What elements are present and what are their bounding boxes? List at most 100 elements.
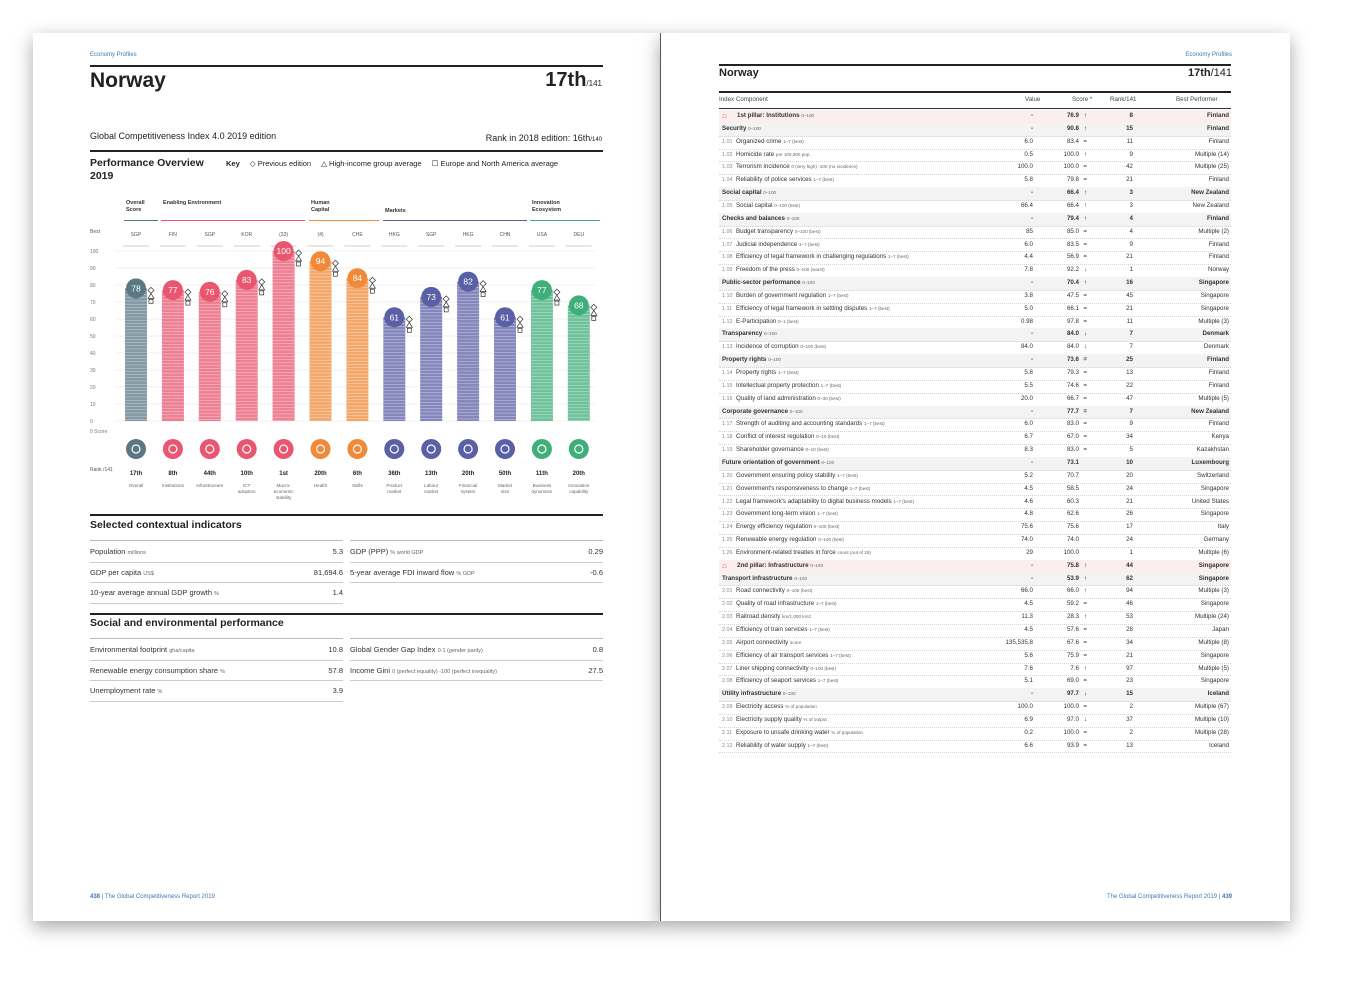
row-name: Exposure to unsafe drinking water % of p… [736,728,863,736]
row-name: Corporate governance 0–100 [722,407,803,415]
row-trend: = [1083,728,1087,736]
subpillar-row: Corporate governance 0–100 - 77.7 = 7 New Zea… [719,405,1231,420]
col-value: Value [1025,96,1041,103]
row-trend: = [1083,626,1087,633]
left-page: Economy Profiles Norway 17th/141 Global … [33,33,660,921]
axis-tick-label: 0 [90,419,93,425]
row-score: 28.3 [1066,613,1079,621]
key-europe: ☐ Europe and North America average [431,159,559,168]
row-rank: 47 [1126,394,1133,402]
row-rank: 53 [1126,613,1133,621]
row-score: 100.0 [1063,163,1079,171]
row-best-performer: Switzerland [1197,471,1229,479]
row-name: Intellectual property protection 1–7 (be… [736,381,842,389]
row-code: 1.14 [722,370,733,376]
key-high-income: △ High-income group average [321,159,422,168]
indicator-row: Unemployment rate % 3.9 [90,681,343,702]
row-trend: = [1083,356,1087,364]
row-best-performer: Multiple (28) [1194,728,1229,736]
skills-icon [347,439,368,459]
icon-glyph [279,444,289,454]
row-name: Government long-term vision 1–7 (best) [736,510,838,518]
column-code: SGP [426,232,437,238]
row-trend: = [1083,638,1087,646]
row-score: 73.1 [1066,458,1079,466]
row-best-performer: Denmark [1202,330,1229,338]
pillar-icon: ⌂ [722,560,727,570]
high-income-marker [147,292,155,299]
pillar-rank: 11th [536,471,548,477]
key-previous-edition: ◇ Previous edition [249,159,312,168]
score-bubble [458,271,479,292]
icon-glyph [352,444,362,454]
high-income-marker [442,301,450,308]
pillar-bar [272,251,295,421]
row-trend: ↓ [1083,343,1087,351]
row-value: - [1030,124,1033,132]
row-rank: 13 [1126,369,1133,376]
row-score: 60.3 [1066,497,1079,505]
row-value: 4.8 [1024,510,1033,518]
row-name: Airport connectivity score [736,638,802,646]
pillar-rank: 20th [462,471,475,477]
table-row: 1.03 Terrorism incidence 0 (very high) -1… [719,161,1231,176]
table-row: 2.09 Electricity access % of population 10… [719,701,1231,715]
row-best-performer: Kenya [1211,433,1229,441]
row-value: - [1030,112,1033,119]
row-score: 100.0 [1063,728,1079,736]
row-trend: = [1083,703,1087,711]
row-name: Liner shipping connectivity 0–100 (best) [736,664,837,672]
indicator-label: Income Gini 0 (perfect equality) -100 (p… [350,665,497,675]
row-score: 93.9 [1066,741,1079,749]
high-income-marker [590,309,598,316]
icon-glyph [168,444,178,454]
row-code: 1.01 [722,138,733,145]
footer-left: 438 | The Global Competitiveness Report … [90,894,215,900]
row-value: 66.4 [1020,201,1033,209]
row-name: Budget transparency 0–100 (best) [736,227,821,235]
score-axis-label: 0 Score [90,429,107,435]
row-trend: ↑ [1083,189,1087,197]
row-name: Incidence of corruption 0–100 (best) [736,343,827,351]
rank-row-label: Rank /141 [90,467,113,473]
pillar-rank: 36th [388,471,401,477]
row-value: 4.5 [1024,600,1033,608]
row-score: 84.0 [1066,330,1079,338]
row-value: 84.0 [1020,343,1033,351]
row-best-performer: Multiple (5) [1198,664,1229,672]
row-trend: = [1083,227,1087,235]
table-row: 2.01 Road connectivity 0–100 (best) 66.0 66… [719,585,1231,600]
score-bubble [347,268,368,289]
column-code: KOR [241,232,252,238]
column-code: (4) [317,232,323,238]
table-row: 1.09 Freedom of the press 0–100 (worst) 7.… [719,264,1231,279]
row-best-performer: Italy [1217,523,1229,531]
row-code: 1.26 [722,549,733,556]
indicator-row: Global Gender Gap Index 0-1 (gender pari… [350,640,603,661]
table-row: 1.24 Energy efficiency regulation 0–100 (… [719,521,1231,536]
axis-tick-label: 60 [90,317,96,323]
table-row: 2.11 Exposure to unsafe drinking water % … [719,727,1231,741]
row-value: 100.0 [1017,703,1033,711]
col-score: Score * [1072,96,1093,103]
europe-marker [406,327,412,333]
pillar-name: stability [276,495,292,500]
row-name: Judicial independence 1–7 (best) [736,240,820,248]
row-best-performer: Finland [1208,176,1229,184]
row-score: 79.4 [1066,214,1079,222]
row-best-performer: Denmark [1203,343,1229,351]
row-code: 1.15 [722,382,733,389]
row-best-performer: New Zealand [1192,201,1229,209]
row-name: Legal framework's adaptability to digita… [736,497,915,505]
row-rank: 34 [1126,433,1133,441]
row-name: Freedom of the press 0–100 (worst) [736,266,825,274]
group-enabling-label: Enabling Environment [163,200,222,206]
indicator-value: 10.8 [328,645,343,654]
row-value: 66.0 [1020,587,1033,595]
row-trend: ↑ [1083,561,1087,569]
row-name: Railroad density km/1,000 km2 [736,613,811,621]
table-row: 1.12 E-Participation 0–1 (best) 0.98 97.8 = 1… [719,316,1231,330]
rank-2018: Rank in 2018 edition: 16th/140 [485,133,602,143]
row-rank: 1 [1129,266,1133,274]
column-code: SGP [205,232,216,238]
